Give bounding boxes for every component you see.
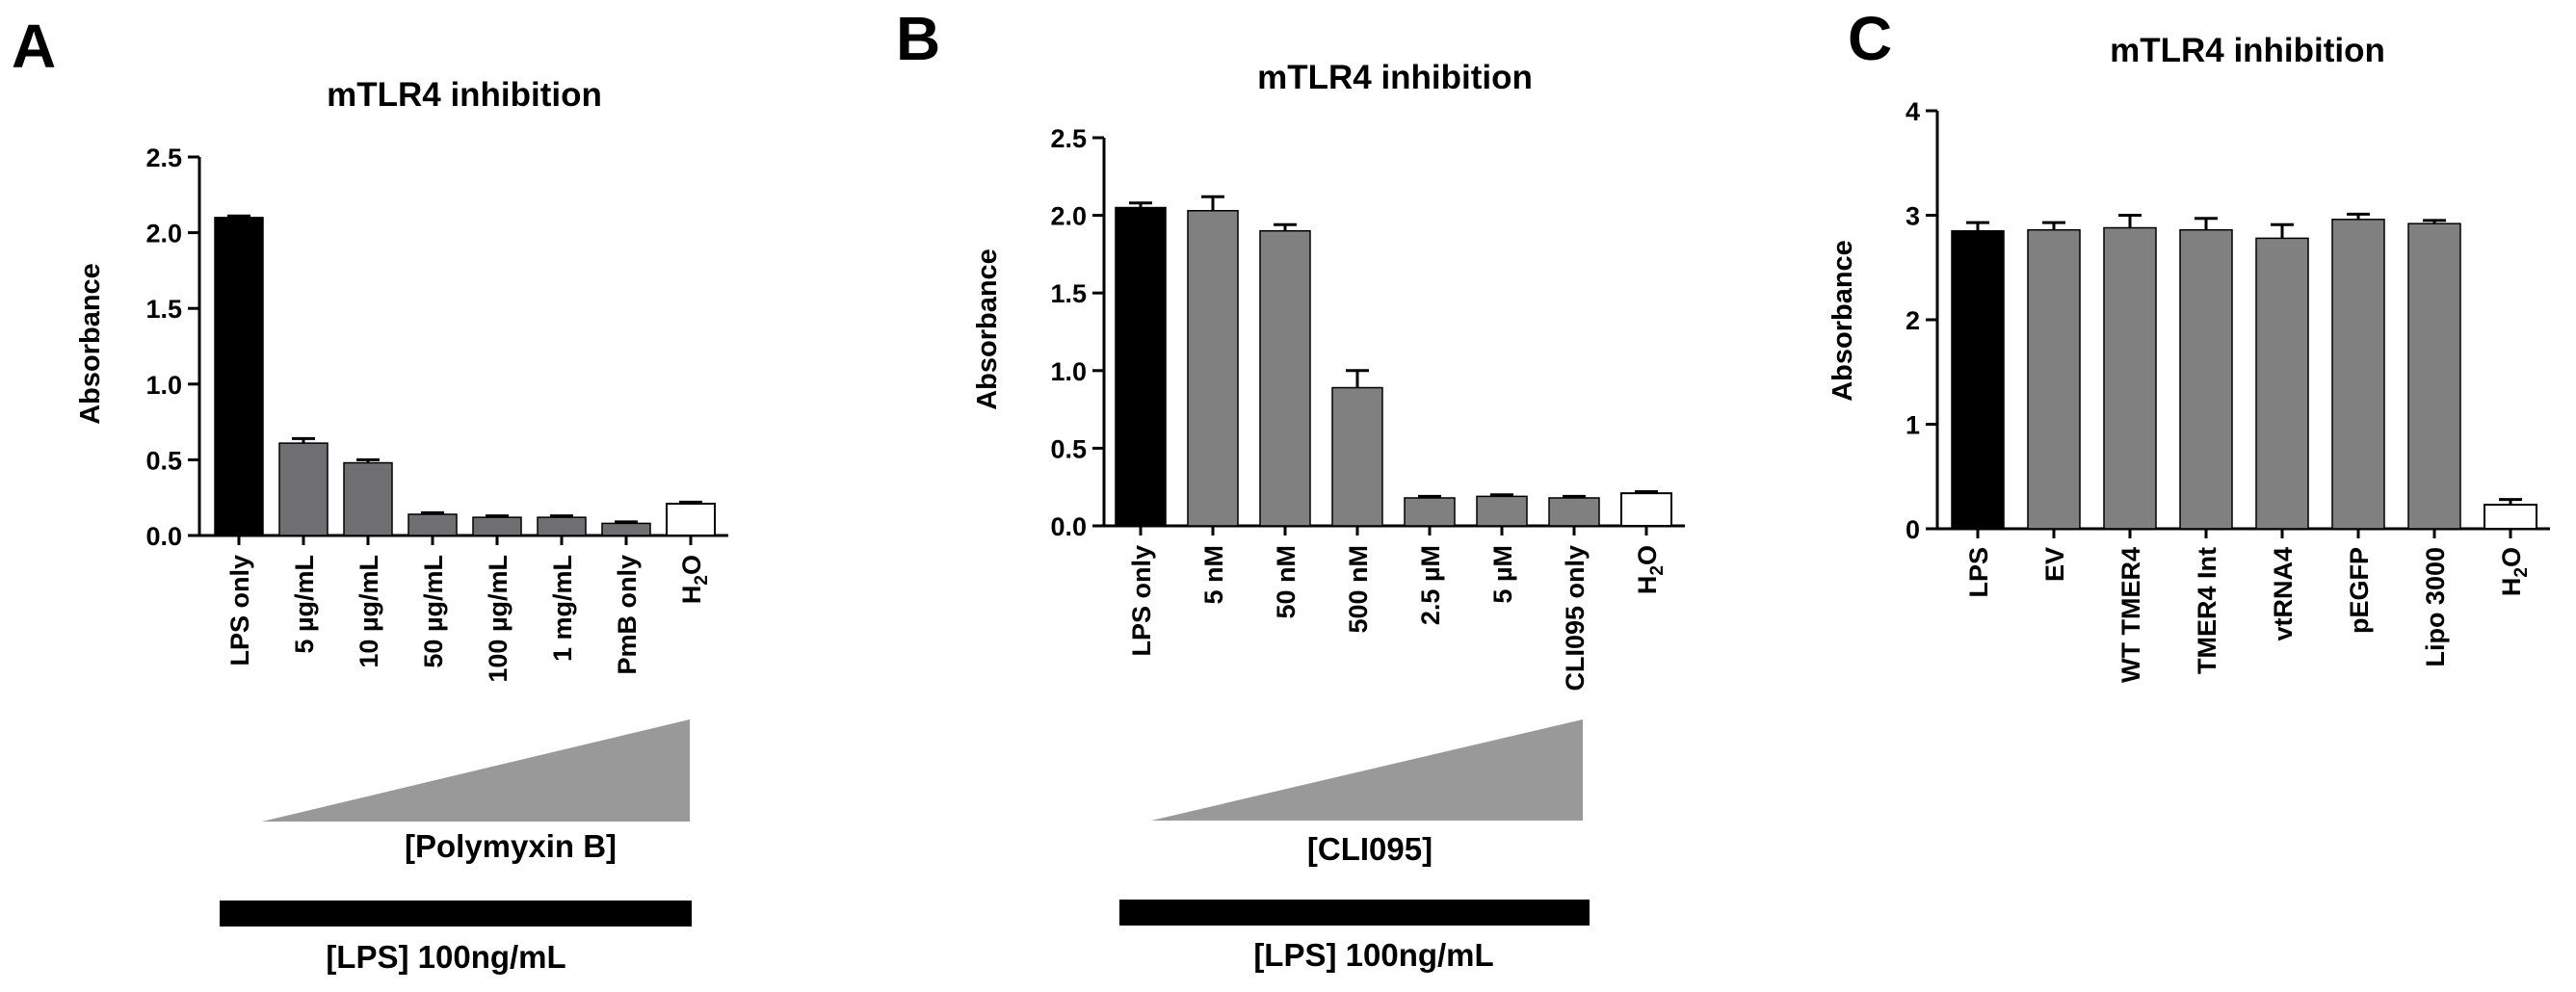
panel-b-lps-label: [LPS] 100ng/mL [1253, 937, 1493, 973]
x-tick-label: 1 mg/mL [548, 555, 577, 662]
panel-b-ylabel: Absorbance [972, 248, 1003, 410]
y-tick-label: 0.0 [1050, 512, 1087, 541]
x-tick-label: EV [2040, 547, 2069, 582]
x-tick-label: 2.5 µM [1416, 545, 1445, 625]
x-tick-label: 100 µg/mL [484, 555, 513, 683]
x-tick-label: TMER4 Int [2193, 547, 2221, 674]
panel-a-gradient-label: [Polymyxin B] [405, 828, 617, 864]
bar [601, 522, 651, 536]
panel-b-letter: B [896, 4, 940, 73]
x-tick-label: LPS [1964, 547, 1993, 598]
bar [2407, 222, 2461, 530]
panel-b-concentration-gradient [1151, 719, 1583, 821]
bar [1187, 210, 1239, 527]
y-tick-label: 2 [1906, 306, 1920, 335]
panel-a-ylabel: Absorbance [75, 263, 106, 425]
y-tick-label: 0.0 [145, 522, 182, 551]
panel-a-letter: A [12, 12, 56, 81]
bar [1548, 497, 1600, 527]
x-tick-label: 5 nM [1199, 545, 1228, 605]
panel-c-letter: C [1848, 4, 1892, 73]
bar [1404, 497, 1456, 527]
panel-c: C mTLR4 inhibition Absorbance [1827, 4, 2385, 402]
bar [2027, 228, 2081, 530]
bar [278, 442, 329, 536]
panel-c-chart: 0 1 2 3 4 LPS EV WT TMER4 TMER4 Int vtRNA4 pEGFP Li… [1906, 97, 2550, 683]
panel-b: B mTLR4 inhibition Absorbance [CLI095] [… [896, 4, 1590, 973]
x-tick-label: CLI095 only [1561, 545, 1590, 692]
y-tick-label: 2.5 [145, 144, 182, 172]
panel-c-title: mTLR4 inhibition [2110, 32, 2385, 69]
x-tick-label: 5 µg/mL [290, 555, 319, 654]
x-tick-label: H2O [1633, 545, 1668, 594]
bar [2484, 504, 2537, 530]
panel-a-chart: 0.0 0.5 1.0 1.5 2.0 2.5 LPS only 5 µg/mL 10 µg/m… [145, 144, 728, 683]
x-tick-label: H2O [677, 555, 712, 604]
bar [2331, 219, 2385, 530]
x-tick-label: pEGFP [2345, 547, 2374, 634]
x-tick-label: PmB only [613, 555, 642, 675]
x-tick-label: Lipo 3000 [2421, 547, 2450, 667]
y-tick-label: 1.5 [1050, 279, 1087, 308]
panel-b-gradient-label: [CLI095] [1307, 831, 1433, 867]
x-tick-label: H2O [2497, 547, 2532, 596]
panel-b-chart: 0.0 0.5 1.0 1.5 2.0 2.5 LPS only 5 nM 50 nM 500 n… [1050, 124, 1685, 692]
x-tick-label: 5 µM [1488, 545, 1517, 604]
panel-a-lps-label: [LPS] 100ng/mL [326, 939, 565, 975]
panel-a-concentration-gradient [262, 719, 690, 822]
bar [214, 217, 264, 536]
bar [1331, 386, 1383, 527]
y-tick-label: 2.0 [1050, 202, 1087, 231]
bar [343, 461, 393, 536]
bar [1620, 492, 1672, 528]
panel-a: A mTLR4 inhibition Absorbance [Polymyxin… [12, 12, 692, 975]
panel-c-ylabel: Absorbance [1827, 240, 1858, 402]
panel-a-lps-bar [220, 901, 692, 927]
bar [407, 513, 458, 536]
panel-b-title: mTLR4 inhibition [1257, 59, 1533, 96]
bar [1259, 229, 1311, 527]
y-tick-label: 1 [1906, 411, 1920, 440]
y-tick-label: 1.0 [1050, 357, 1087, 386]
bar [2255, 237, 2309, 530]
bar [2103, 226, 2157, 530]
x-tick-label: 500 nM [1344, 545, 1373, 634]
x-tick-label: vtRNA4 [2269, 547, 2298, 641]
y-tick-label: 2.0 [145, 220, 182, 248]
bar [2179, 228, 2233, 530]
panel-b-lps-bar [1119, 900, 1590, 926]
y-tick-label: 1.5 [145, 295, 182, 324]
x-tick-label: LPS only [1127, 545, 1156, 657]
x-tick-label: 10 µg/mL [355, 555, 383, 668]
bar [537, 516, 587, 536]
y-tick-label: 0.5 [145, 446, 182, 475]
bar [1951, 230, 2005, 530]
y-tick-label: 2.5 [1050, 124, 1087, 153]
x-tick-label: 50 nM [1272, 545, 1301, 619]
panel-a-title: mTLR4 inhibition [327, 76, 602, 114]
y-tick-label: 0.5 [1050, 434, 1087, 463]
bar [1115, 206, 1167, 527]
bar [1476, 495, 1528, 527]
bar [472, 516, 522, 536]
bar [666, 502, 716, 536]
y-tick-label: 0 [1906, 515, 1920, 544]
y-tick-label: 4 [1906, 97, 1920, 126]
x-tick-label: LPS only [225, 555, 254, 666]
y-tick-label: 3 [1906, 202, 1920, 231]
x-tick-label: WT TMER4 [2116, 547, 2145, 683]
y-tick-label: 1.0 [145, 371, 182, 400]
x-tick-label: 50 µg/mL [419, 555, 448, 668]
